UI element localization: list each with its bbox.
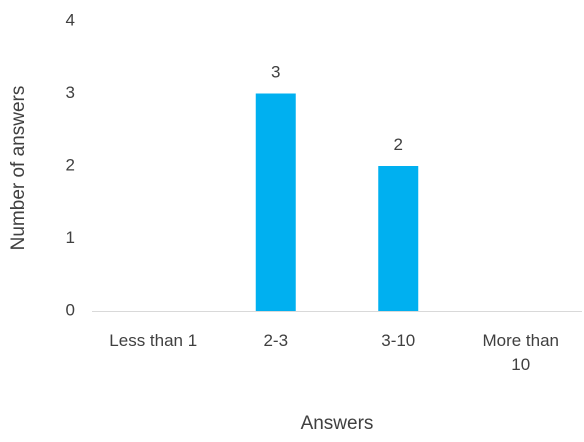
x-tick-label-line: 2-3 [263, 331, 288, 350]
x-tick-label-line: More than [482, 331, 559, 350]
y-tick-label: 0 [66, 300, 75, 319]
x-tick-label: Less than 1 [109, 331, 197, 350]
y-tick-label: 3 [66, 83, 75, 102]
x-tick-label: 2-3 [263, 331, 288, 350]
y-tick-label: 1 [66, 228, 75, 247]
y-tick-label: 2 [66, 155, 75, 174]
bar [378, 166, 419, 311]
data-label: 2 [394, 135, 403, 154]
x-tick-label: More than 10 [482, 331, 559, 374]
x-axis-title: Answers [301, 413, 374, 434]
y-tick-label: 4 [66, 10, 75, 29]
data-labels-group: 32 [271, 63, 403, 155]
data-label: 3 [271, 63, 280, 82]
bar [255, 93, 296, 311]
bars-group [255, 93, 419, 311]
x-axis-ticks: Less than 1 2-3 3-10 More than 10 [109, 331, 559, 374]
y-axis-ticks: 0 1 2 3 4 [66, 10, 75, 319]
x-tick-label-line: Less than 1 [109, 331, 197, 350]
y-axis-title: Number of answers [8, 86, 29, 251]
x-tick-label-line: 3-10 [381, 331, 415, 350]
x-tick-label-line: 10 [511, 355, 530, 374]
x-tick-label: 3-10 [381, 331, 415, 350]
